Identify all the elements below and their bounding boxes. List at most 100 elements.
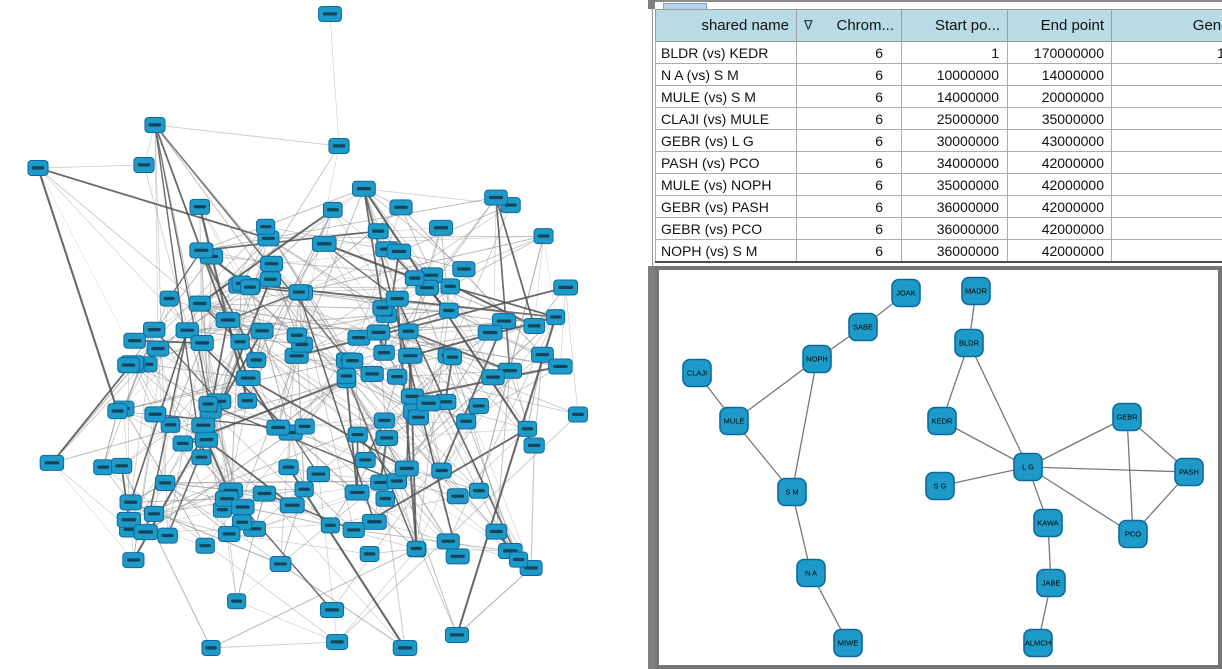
table-row[interactable]: MULE (vs) S M614000000200000007.5 [655,85,1222,108]
column-header-end-point[interactable]: End point [1007,9,1112,42]
network-node[interactable] [336,368,357,385]
network-node[interactable] [429,219,454,236]
subnetwork-node-l-g[interactable]: L G [1013,452,1043,482]
network-node[interactable] [215,312,241,329]
network-node[interactable] [237,392,257,409]
subnetwork-node-s-m[interactable]: S M [777,477,807,507]
network-node[interactable] [452,261,476,278]
subnetwork-node-noph[interactable]: NOPH [802,344,832,374]
table-row[interactable]: BLDR (vs) KEDR61170000000192.0 [655,41,1222,64]
network-node[interactable] [286,327,308,344]
network-node[interactable] [359,546,380,563]
network-node[interactable] [347,426,368,443]
subnetwork-node-claji[interactable]: CLAJI [682,358,712,388]
network-node[interactable] [477,324,503,341]
network-node[interactable] [160,416,181,433]
network-node[interactable] [157,527,178,544]
network-node[interactable] [366,324,391,341]
network-node[interactable] [191,417,216,434]
table-row[interactable]: GEBR (vs) PCO636000000420000008.4 [655,217,1222,240]
network-node[interactable] [154,474,176,491]
network-node[interactable] [294,481,314,498]
network-node[interactable] [446,488,469,505]
network-node[interactable] [189,198,211,215]
network-node[interactable] [385,290,409,307]
network-node[interactable] [456,413,477,430]
network-node[interactable] [269,556,292,573]
network-node[interactable] [217,525,241,542]
network-node[interactable] [484,189,508,206]
network-node[interactable] [389,199,413,216]
network-node[interactable] [341,352,364,369]
network-node[interactable] [508,551,529,568]
network-node[interactable] [195,537,215,554]
network-node[interactable] [159,290,179,307]
network-node[interactable] [445,548,470,565]
table-row[interactable]: GEBR (vs) PASH636000000420000008.9 [655,195,1222,218]
network-node[interactable] [485,523,508,540]
table-row[interactable]: PASH (vs) PCO6340000004200000011.4 [655,151,1222,174]
subnetwork-node-mule[interactable]: MULE [719,406,749,436]
network-node[interactable] [347,329,371,346]
network-node[interactable] [194,431,219,448]
network-node[interactable] [567,406,589,423]
network-node[interactable] [406,540,426,557]
network-node[interactable] [311,235,337,252]
table-row[interactable]: GEBR (vs) L G6300000004300000016.9 [655,129,1222,152]
subnetwork-node-almch[interactable]: ALMCH [1023,628,1053,658]
network-node[interactable] [250,322,274,339]
subnetwork-node-kawa[interactable]: KAWA [1033,508,1063,538]
network-node[interactable] [445,627,470,643]
network-node[interactable] [294,418,315,435]
network-node[interactable] [119,494,142,511]
main-network-panel[interactable] [0,0,648,669]
network-node[interactable] [361,513,387,530]
network-node[interactable] [373,344,395,361]
network-node[interactable] [322,201,343,218]
network-node[interactable] [533,228,554,245]
network-node[interactable] [386,368,408,385]
subnetwork-node-jabe[interactable]: JABE [1036,568,1066,598]
network-node[interactable] [442,349,463,366]
filter-funnel-icon[interactable]: ∇ [804,16,813,32]
subnetwork-node-bldr[interactable]: BLDR [954,328,984,358]
network-node[interactable] [548,358,573,375]
network-node[interactable] [278,459,299,476]
network-node[interactable] [481,369,505,386]
table-row[interactable]: N A (vs) S M610000000140000006.6 [655,63,1222,86]
subnetwork-node-madr[interactable]: MADR [961,276,991,306]
network-node[interactable] [191,449,212,466]
network-node[interactable] [266,419,290,436]
network-node[interactable] [27,160,49,176]
network-node[interactable] [318,6,342,22]
network-node[interactable] [398,323,419,340]
network-node[interactable] [123,332,146,349]
network-node[interactable] [553,279,579,296]
network-node[interactable] [172,435,193,452]
network-node[interactable] [230,333,250,350]
subnetwork-node-s-g[interactable]: S G [925,471,955,501]
sub-network-panel[interactable]: JOAK MADR SABE BLDR NOPH CLAJI GEBR MULE KEDR L G… [655,266,1222,669]
network-node[interactable] [523,437,545,454]
network-node[interactable] [468,482,489,499]
column-header-start-point[interactable]: Start po... [901,9,1008,42]
network-node[interactable] [235,370,261,387]
network-node[interactable] [440,278,461,295]
network-node[interactable] [342,522,365,539]
network-node[interactable] [416,395,441,412]
subnetwork-node-sabe[interactable]: SABE [848,312,878,342]
network-node[interactable] [252,485,277,502]
network-node[interactable] [352,180,376,197]
network-node[interactable] [230,499,255,516]
network-node[interactable] [531,346,554,363]
table-row[interactable]: MULE (vs) NOPH6350000004200000010.5 [655,173,1222,196]
subnetwork-node-pco[interactable]: PCO [1118,519,1148,549]
network-node[interactable] [117,357,140,374]
network-node[interactable] [407,409,430,426]
network-node[interactable] [116,511,141,528]
network-node[interactable] [386,243,412,260]
network-node[interactable] [198,396,218,413]
network-node[interactable] [122,552,145,569]
network-node[interactable] [110,457,133,474]
subnetwork-node-miwe[interactable]: MIWE [833,628,863,658]
